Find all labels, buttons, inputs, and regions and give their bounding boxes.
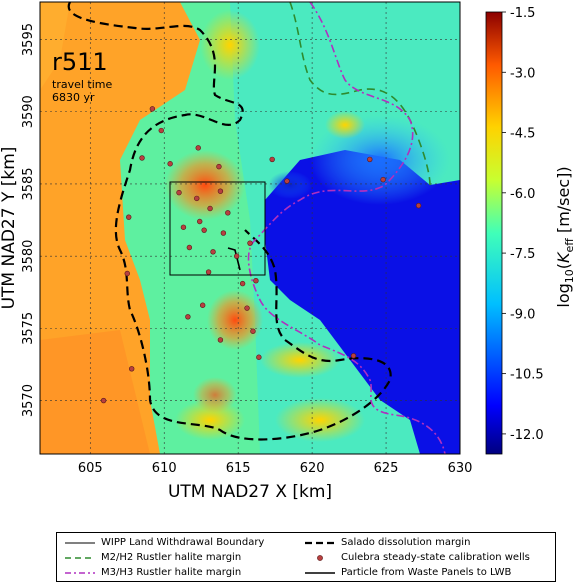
calibration-well: [210, 249, 216, 255]
calibration-well: [250, 328, 256, 334]
grid-lines: [40, 2, 460, 454]
legend-item-wipp-boundary: WIPP Land Withdrawal Boundary: [65, 537, 264, 548]
colorbar-tick-label: -12.0: [510, 428, 544, 443]
y-tick-label: 3570: [21, 384, 36, 417]
colorbar-tick-label: -7.5: [510, 247, 535, 262]
legend-item-particle: Particle from Waste Panels to LWB: [305, 567, 511, 578]
y-tick-label: 3575: [21, 312, 36, 345]
conductivity-map: [40, 2, 460, 454]
travel-time-value: 6830 yr: [52, 91, 95, 104]
calibration-well: [225, 210, 231, 216]
x-tick-label: 620: [300, 461, 325, 476]
travel-time-label: travel time: [52, 78, 112, 91]
calibration-well: [176, 189, 182, 196]
colorbar-label: log10(Keff [m/sec]): [554, 166, 576, 307]
calibration-well: [284, 178, 290, 184]
legend-label: WIPP Land Withdrawal Boundary: [101, 537, 265, 548]
calibration-well: [126, 214, 132, 220]
calibration-well: [185, 314, 191, 320]
x-tick-label: 610: [152, 461, 177, 476]
calibration-well: [380, 176, 386, 183]
calibration-well: [350, 353, 357, 359]
legend-label: Particle from Waste Panels to LWB: [341, 567, 512, 578]
calibration-well: [167, 161, 173, 167]
colorbar-ticks: -1.5 -3.0 -4.5 -6.0 -7.5 -9.0 -10.5 -12.0: [502, 6, 544, 443]
calibration-well: [201, 227, 207, 233]
calibration-well: [194, 195, 200, 202]
colorbar-tick-label: -9.0: [510, 307, 535, 322]
calibration-well: [256, 354, 262, 360]
y-tick-label: 3580: [21, 240, 36, 273]
calibration-well: [100, 397, 107, 404]
run-id: r511: [52, 48, 108, 76]
calibration-well: [239, 280, 246, 287]
calibration-well: [195, 145, 201, 151]
calibration-well: [253, 278, 259, 284]
legend-label: M3/H3 Rustler halite margin: [101, 567, 242, 578]
x-axis-ticks: 605 610 615 620 625 630: [78, 461, 473, 476]
x-tick-label: 625: [374, 461, 399, 476]
x-tick-label: 630: [448, 461, 473, 476]
calibration-well: [139, 155, 145, 161]
colorbar-tick-label: -4.5: [510, 127, 535, 142]
calibration-well: [180, 224, 187, 230]
plot-frame: [39, 1, 461, 455]
calibration-well: [158, 127, 164, 134]
colorbar-tick-label: -3.0: [510, 66, 535, 81]
y-tick-label: 3585: [21, 167, 36, 200]
calibration-well: [216, 163, 222, 170]
calibration-well: [205, 269, 212, 275]
calibration-well: [128, 366, 135, 372]
calibration-well: [269, 156, 275, 163]
colorbar-tick-label: -6.0: [510, 187, 535, 202]
legend-item-wells: Culebra steady-state calibration wells: [305, 552, 530, 563]
x-tick-label: 615: [226, 461, 251, 476]
calibration-well: [217, 188, 224, 194]
calibration-well: [233, 253, 240, 259]
legend: WIPP Land Withdrawal Boundary M2/H2 Rust…: [56, 532, 556, 582]
calibration-well: [197, 218, 203, 225]
legend-label: Salado dissolution margin: [341, 537, 471, 548]
colorbar-tick-label: -1.5: [510, 6, 535, 21]
legend-item-m3h3: M3/H3 Rustler halite margin: [65, 567, 241, 578]
colorbar: [485, 11, 503, 455]
calibration-well: [199, 302, 206, 308]
m3h3-rustler-halite-margin: [247, 2, 446, 454]
calibration-well: [415, 202, 422, 209]
wipp-land-withdrawal-boundary: [169, 181, 266, 276]
calibration-well: [220, 230, 227, 236]
x-tick-label: 605: [78, 461, 103, 476]
calibration-well: [217, 337, 224, 343]
colorbar-tick-label: -10.5: [510, 368, 544, 383]
legend-item-m2h2: M2/H2 Rustler halite margin: [65, 552, 241, 563]
calibration-well: [149, 106, 156, 112]
legend-label: M2/H2 Rustler halite margin: [101, 552, 242, 563]
legend-item-salado: Salado dissolution margin: [305, 537, 470, 548]
calibration-well: [247, 240, 253, 246]
y-axis-label: UTM NAD27 Y [km]: [0, 147, 19, 310]
y-tick-label: 3590: [21, 95, 36, 128]
y-axis-ticks: 3570 3575 3580 3585 3590 3595: [21, 23, 36, 417]
legend-label: Culebra steady-state calibration wells: [341, 552, 530, 563]
calibration-well: [186, 244, 193, 251]
calibration-well: [207, 205, 213, 212]
y-tick-label: 3595: [21, 23, 36, 56]
x-axis-label: UTM NAD27 X [km]: [168, 482, 332, 502]
calibration-well: [244, 305, 250, 311]
calibration-wells: [100, 106, 422, 404]
calibration-well: [124, 270, 130, 277]
calibration-well: [367, 156, 373, 163]
m2h2-rustler-halite-margin: [289, 2, 431, 186]
